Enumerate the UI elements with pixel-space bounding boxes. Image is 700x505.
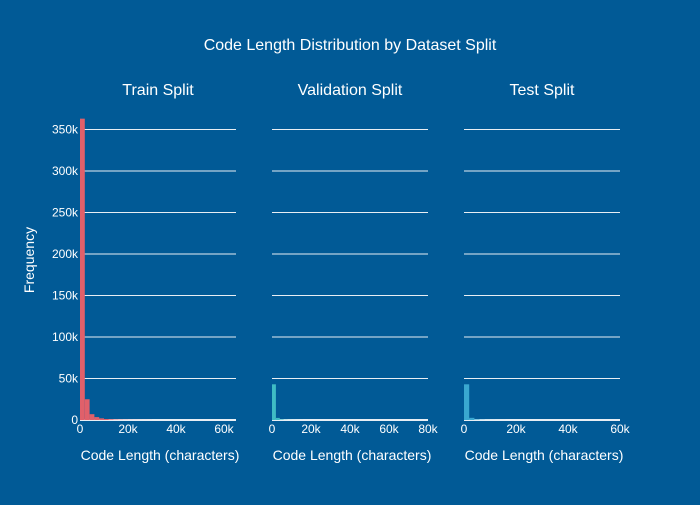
histogram-bar [469,418,474,420]
x-tick-label: 60k [610,422,630,436]
panel-title: Test Split [510,82,575,99]
panel-3: Test Split 0 20k 40k 60k Code Length (charact… [461,82,631,463]
x-tick-label: 20k [118,422,138,436]
x-axis-label: Code Length (characters) [273,447,432,463]
y-tick-label: 250k [52,205,79,219]
y-tick-label: 350k [52,122,79,136]
x-tick-label: 60k [379,422,399,436]
histogram-bar [280,419,284,420]
panel-title: Validation Split [298,82,403,99]
y-tick-label: 200k [52,247,79,261]
y-axis-label: Frequency [21,227,37,293]
histogram-bar [474,419,479,420]
panels-layer: Train Split 0 50k 100k 150k 200k 250k 300k 350k 0… [52,82,631,463]
histogram-bar [272,384,276,420]
histogram-bar [104,419,109,420]
y-tick-label: 300k [52,164,79,178]
histogram-bar [85,399,90,420]
chart-title: Code Length Distribution by Dataset Spli… [204,37,497,54]
histogram-bar [99,418,104,420]
x-axis-label: Code Length (characters) [81,447,240,463]
panel-1: Train Split050k100k150k200k250k300k350k0… [52,82,239,463]
y-tick-label: 150k [52,288,79,302]
histogram-bar [109,419,114,420]
x-tick-label: 80k [418,422,438,436]
histogram-bar [90,414,95,420]
x-axis-label: Code Length (characters) [465,447,624,463]
y-tick-label: 100k [52,330,79,344]
histogram-bar [276,418,280,420]
x-tick-label: 0 [461,422,468,436]
x-tick-label: 40k [340,422,360,436]
histogram-bar [464,384,469,420]
x-tick-label: 20k [506,422,526,436]
panel-title: Train Split [122,82,194,99]
x-tick-label: 0 [269,422,276,436]
y-tick-label: 50k [59,371,79,385]
x-tick-label: 0 [77,422,84,436]
x-tick-label: 40k [166,422,186,436]
x-tick-label: 60k [214,422,234,436]
histogram-bar [94,417,99,420]
x-tick-label: 20k [301,422,321,436]
panel-2: Validation Split 0 20k 40k 60k 80k Code Length… [269,82,439,463]
histogram-bar [80,119,85,420]
x-tick-label: 40k [558,422,578,436]
